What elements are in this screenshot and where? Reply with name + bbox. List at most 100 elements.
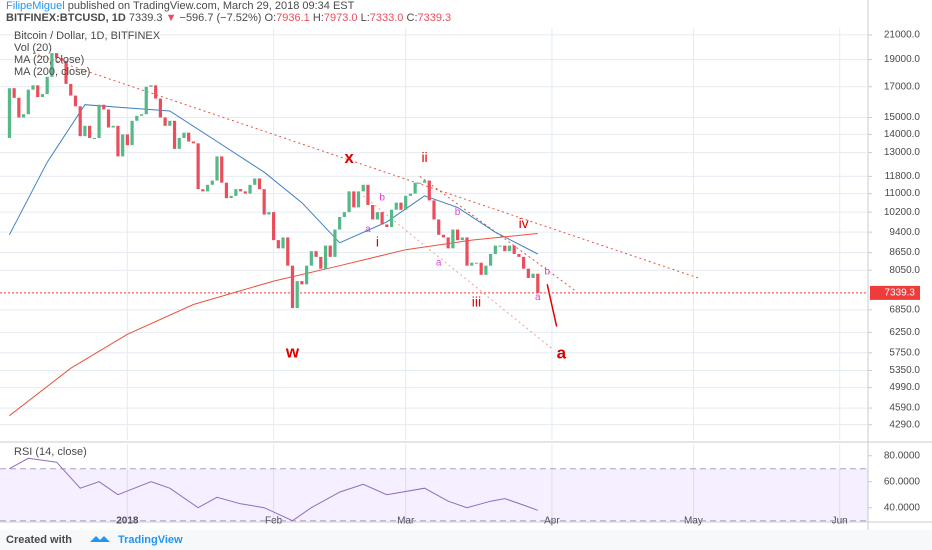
ma-line bbox=[8, 104, 539, 255]
candle-body bbox=[446, 237, 450, 249]
legend-ma200: MA (200, close) bbox=[14, 66, 90, 78]
candle-body bbox=[286, 237, 290, 266]
candle-body bbox=[328, 245, 332, 257]
candle-body bbox=[300, 281, 304, 285]
candle-body bbox=[177, 137, 181, 149]
wave-label: a bbox=[365, 224, 371, 235]
candle-body bbox=[404, 195, 408, 210]
candle-body bbox=[21, 114, 26, 118]
candle-body bbox=[40, 94, 45, 98]
candle-body bbox=[257, 178, 262, 190]
candle-body bbox=[92, 137, 96, 139]
y-tick-label: 19000.0 bbox=[884, 54, 921, 65]
candle-body bbox=[172, 120, 177, 149]
wave-label: b bbox=[455, 207, 461, 218]
candle-body bbox=[281, 237, 285, 249]
candle-body bbox=[512, 245, 516, 254]
y-tick-label: 6850.0 bbox=[889, 304, 920, 315]
candle-body bbox=[69, 83, 73, 96]
wave-label: a bbox=[436, 257, 442, 268]
candle-body bbox=[144, 86, 148, 115]
candle-body bbox=[262, 189, 266, 215]
candle-body bbox=[83, 125, 87, 137]
ohlc-l: 7333.0 bbox=[370, 12, 404, 24]
candle-body bbox=[102, 104, 106, 110]
candle-body bbox=[88, 125, 92, 138]
candle-body bbox=[238, 189, 243, 192]
candle-body bbox=[418, 182, 422, 184]
candle-body bbox=[106, 109, 111, 128]
last-price-box bbox=[870, 285, 920, 300]
candle-body bbox=[45, 76, 49, 95]
x-tick-label: 2018 bbox=[116, 516, 139, 527]
candle-body bbox=[130, 120, 134, 146]
candle-body bbox=[139, 114, 144, 116]
candle-body bbox=[215, 156, 219, 181]
change: −596.7 (−7.52%) bbox=[180, 12, 262, 24]
wave-label: iii bbox=[472, 293, 481, 309]
candle-body bbox=[484, 265, 488, 275]
candle-body bbox=[342, 212, 346, 217]
candle-body bbox=[333, 229, 337, 257]
candle-body bbox=[413, 182, 417, 194]
plot: 2018FebMarAprMayJun21000.019000.017000.0… bbox=[0, 0, 932, 530]
y-tick-label: 6250.0 bbox=[889, 327, 920, 338]
y-tick-label: 15000.0 bbox=[884, 112, 921, 123]
candle-body bbox=[314, 251, 318, 257]
candle-body bbox=[305, 265, 309, 285]
candle-body bbox=[432, 200, 436, 220]
candle-body bbox=[437, 219, 441, 235]
candle-body bbox=[352, 191, 356, 208]
header-line: FilipeMiguel published on TradingView.co… bbox=[6, 0, 355, 12]
y-tick-label: 8650.0 bbox=[889, 247, 920, 258]
candle-body bbox=[361, 184, 365, 192]
candle-body bbox=[97, 104, 101, 138]
y-tick-label: 4590.0 bbox=[889, 403, 920, 414]
candle-body bbox=[474, 262, 479, 264]
candle-body bbox=[248, 184, 252, 194]
candle-body bbox=[451, 229, 455, 249]
candle-body bbox=[522, 256, 526, 269]
y-tick-label: 21000.0 bbox=[884, 30, 921, 41]
wave-label: i bbox=[376, 234, 379, 250]
candle-body bbox=[389, 209, 394, 227]
y-tick-label: 40.0000 bbox=[884, 502, 921, 513]
candle-body bbox=[224, 182, 229, 199]
ohlc-h-label: H: bbox=[313, 12, 324, 24]
x-tick-label: Jun bbox=[832, 516, 848, 527]
candle-body bbox=[253, 178, 257, 185]
candle-body bbox=[187, 132, 191, 142]
symbol: BITFINEX:BTCUSD, 1D bbox=[6, 12, 126, 24]
last-price-label: 7339.3 bbox=[884, 288, 915, 299]
candle-body bbox=[385, 224, 389, 227]
candle-body bbox=[323, 245, 328, 269]
candle-body bbox=[191, 141, 196, 144]
candle-body bbox=[441, 234, 446, 238]
candle-body bbox=[479, 262, 483, 275]
candle-body bbox=[78, 106, 82, 137]
legend-volume: Vol (20) bbox=[14, 42, 52, 54]
wave-label: iv bbox=[519, 215, 529, 231]
candle-body bbox=[470, 262, 474, 266]
trendline bbox=[546, 284, 558, 327]
candle-body bbox=[205, 184, 210, 192]
footer-brand[interactable]: TradingView bbox=[118, 534, 183, 546]
ohlc-c-label: C: bbox=[407, 12, 418, 24]
author[interactable]: FilipeMiguel bbox=[6, 0, 65, 12]
candle-body bbox=[116, 125, 120, 157]
candle-body bbox=[50, 53, 54, 77]
y-tick-label: 4290.0 bbox=[889, 419, 920, 430]
candle-body bbox=[243, 191, 247, 194]
candle-body bbox=[371, 205, 375, 220]
candle-body bbox=[375, 212, 379, 220]
candle-body bbox=[427, 180, 431, 201]
candle-body bbox=[290, 265, 295, 309]
candle-body bbox=[531, 273, 535, 278]
candle-body bbox=[111, 125, 115, 128]
wave-label: a bbox=[535, 292, 541, 303]
candle-body bbox=[154, 85, 158, 99]
candle-body bbox=[12, 88, 16, 98]
y-tick-label: 11000.0 bbox=[885, 188, 921, 199]
candle-body bbox=[272, 212, 276, 241]
y-tick-label: 4990.0 bbox=[889, 382, 920, 393]
